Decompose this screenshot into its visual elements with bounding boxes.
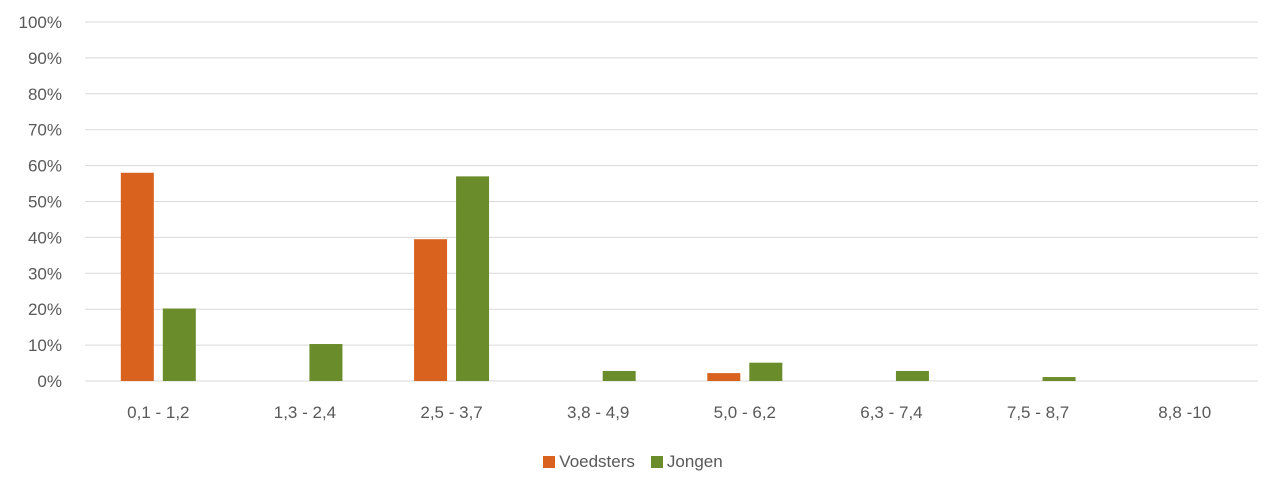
legend-swatch-voedsters xyxy=(543,456,556,468)
x-tick-label: 6,3 - 7,4 xyxy=(860,403,922,422)
legend-swatch-jongen xyxy=(650,456,663,468)
x-tick-label: 1,3 - 2,4 xyxy=(274,403,336,422)
x-tick-label: 7,5 - 8,7 xyxy=(1007,403,1069,422)
bar-jongen xyxy=(456,176,490,381)
bar-jongen xyxy=(309,344,343,381)
legend: Voedsters Jongen xyxy=(0,452,1266,472)
bars xyxy=(120,172,1076,381)
gridlines xyxy=(85,21,1258,382)
bar-jongen xyxy=(602,370,636,381)
x-tick-label: 5,0 - 6,2 xyxy=(714,403,776,422)
x-tick-label: 0,1 - 1,2 xyxy=(127,403,189,422)
y-tick-label: 10% xyxy=(28,336,62,355)
bar-voedsters xyxy=(707,373,741,381)
legend-item-jongen: Jongen xyxy=(650,452,723,472)
y-tick-label: 60% xyxy=(28,157,62,176)
bar-jongen xyxy=(1042,377,1076,381)
x-tick-label: 8,8 -10 xyxy=(1158,403,1211,422)
x-tick-label: 2,5 - 3,7 xyxy=(420,403,482,422)
y-tick-label: 90% xyxy=(28,49,62,68)
x-tick-label: 3,8 - 4,9 xyxy=(567,403,629,422)
bar-jongen xyxy=(749,362,783,381)
bar-jongen xyxy=(895,370,929,381)
y-tick-label: 80% xyxy=(28,85,62,104)
bar-voedsters xyxy=(120,172,154,381)
y-tick-label: 30% xyxy=(28,264,62,283)
x-axis-labels: 0,1 - 1,2 1,3 - 2,4 2,5 - 3,7 3,8 - 4,9 5,0 … xyxy=(127,403,1211,422)
y-tick-label: 70% xyxy=(28,121,62,140)
y-tick-label: 50% xyxy=(28,193,62,212)
legend-item-voedsters: Voedsters xyxy=(543,452,635,472)
y-tick-label: 100% xyxy=(19,13,62,32)
y-tick-label: 0% xyxy=(37,372,62,391)
legend-label-jongen: Jongen xyxy=(666,452,723,471)
legend-label-voedsters: Voedsters xyxy=(559,452,635,471)
y-tick-label: 20% xyxy=(28,300,62,319)
bar-jongen xyxy=(162,308,196,381)
y-axis-labels: 0% 10% 20% 30% 40% 50% 60% 70% 80% 90% 100% xyxy=(19,13,62,391)
bar-voedsters xyxy=(414,239,448,381)
bar-chart: 0% 10% 20% 30% 40% 50% 60% 70% 80% 90% 100% 0,1 - … xyxy=(19,13,1258,422)
y-tick-label: 40% xyxy=(28,228,62,247)
